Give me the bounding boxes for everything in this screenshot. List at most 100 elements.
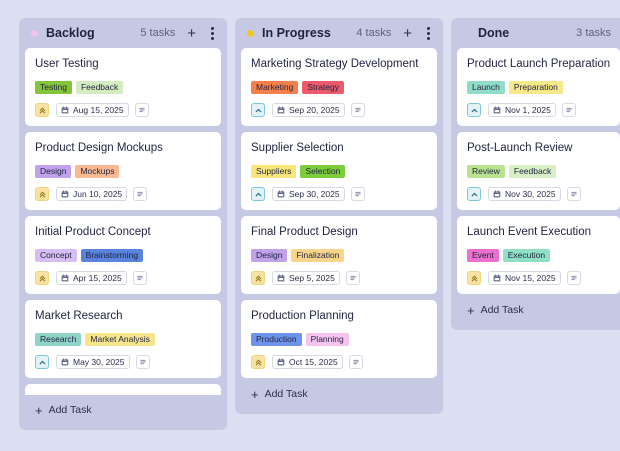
- tag-badge: Execution: [502, 249, 551, 262]
- due-date-text: Sep 20, 2025: [289, 105, 340, 115]
- calendar-icon: [277, 274, 285, 282]
- more-options-icon[interactable]: [423, 26, 433, 40]
- task-meta: Sep 5, 2025: [251, 270, 427, 286]
- due-date-text: Oct 15, 2025: [289, 357, 338, 367]
- due-date[interactable]: Sep 20, 2025: [272, 103, 345, 117]
- calendar-icon: [493, 274, 501, 282]
- add-icon[interactable]: +: [187, 24, 196, 42]
- tag-badge: Suppliers: [251, 165, 297, 178]
- add-task-button[interactable]: + Add Task: [457, 300, 620, 320]
- due-date[interactable]: Nov 1, 2025: [488, 103, 556, 117]
- task-card[interactable]: Production Planning Production Planning Oct…: [241, 300, 437, 378]
- task-card[interactable]: Initial Product Concept Concept Brainstorm…: [25, 216, 221, 294]
- task-card[interactable]: User Testing Testing Feedback Aug 15, 2025: [25, 48, 221, 126]
- notes-icon[interactable]: [350, 103, 365, 117]
- task-meta: Oct 15, 2025: [251, 354, 427, 370]
- task-meta: Jun 10, 2025: [35, 186, 211, 202]
- tag-list: Launch Preparation: [467, 81, 610, 94]
- due-date[interactable]: Oct 15, 2025: [272, 355, 343, 369]
- chevron-up-icon[interactable]: [251, 103, 265, 117]
- due-date[interactable]: May 30, 2025: [56, 355, 130, 369]
- tag-badge: Research: [35, 333, 82, 346]
- chevron-up-icon[interactable]: [251, 187, 265, 201]
- notes-icon[interactable]: [566, 187, 581, 201]
- tag-list: Production Planning: [251, 333, 427, 346]
- task-title: Launch Event Execution: [467, 226, 592, 238]
- notes-icon[interactable]: [133, 187, 148, 201]
- chevron-up-icon[interactable]: [467, 187, 481, 201]
- add-task-button[interactable]: + Add Task: [241, 384, 437, 404]
- double-chevron-up-icon[interactable]: [35, 187, 49, 201]
- add-task-label: Add Task: [264, 388, 308, 400]
- column-header: Done 3 tasks: [451, 18, 620, 48]
- tag-list: Marketing Strategy: [251, 81, 427, 94]
- due-date-text: Nov 1, 2025: [505, 105, 551, 115]
- task-title: Marketing Strategy Development: [251, 58, 419, 70]
- due-date[interactable]: Aug 15, 2025: [56, 103, 129, 117]
- double-chevron-up-icon[interactable]: [251, 355, 265, 369]
- due-date-text: Aug 15, 2025: [73, 105, 124, 115]
- task-card-partial[interactable]: [25, 384, 221, 395]
- task-card[interactable]: Market Research Research Market Analysis Ma…: [25, 300, 221, 378]
- chevron-up-icon[interactable]: [35, 355, 49, 369]
- double-chevron-up-icon[interactable]: [35, 103, 49, 117]
- column-in-progress: In Progress 4 tasks + Marketing Strategy…: [235, 18, 443, 414]
- double-chevron-up-icon[interactable]: [251, 271, 265, 285]
- column-task-count: 4 tasks: [356, 27, 392, 39]
- add-task-button[interactable]: + Add Task: [25, 400, 221, 420]
- double-chevron-up-icon[interactable]: [35, 271, 49, 285]
- task-card[interactable]: Product Design Mockups Design Mockups Jun 1…: [25, 132, 221, 210]
- due-date[interactable]: Nov 15, 2025: [488, 271, 561, 285]
- task-card[interactable]: Final Product Design Design Finalization Se…: [241, 216, 437, 294]
- notes-icon[interactable]: [134, 103, 149, 117]
- due-date[interactable]: Sep 30, 2025: [272, 187, 345, 201]
- tag-badge: Mockups: [75, 165, 120, 178]
- task-meta: Nov 15, 2025: [467, 270, 610, 286]
- notes-icon[interactable]: [132, 271, 147, 285]
- tag-badge: Finalization: [291, 249, 345, 262]
- tag-list: Testing Feedback: [35, 81, 211, 94]
- task-title: Supplier Selection: [251, 142, 344, 154]
- column-color-dot-icon: [247, 29, 254, 37]
- tag-badge: Review: [467, 165, 505, 178]
- task-card[interactable]: Marketing Strategy Development Marketing S…: [241, 48, 437, 126]
- tag-badge: Feedback: [75, 81, 124, 94]
- notes-icon[interactable]: [561, 103, 576, 117]
- column-backlog: Backlog 5 tasks + User Testing Testing Fee…: [19, 18, 227, 430]
- notes-icon[interactable]: [348, 355, 363, 369]
- chevron-up-icon[interactable]: [467, 103, 481, 117]
- tag-list: Suppliers Selection: [251, 165, 427, 178]
- notes-icon[interactable]: [135, 355, 150, 369]
- tag-list: Design Finalization: [251, 249, 427, 262]
- task-meta: Aug 15, 2025: [35, 102, 211, 118]
- double-chevron-up-icon[interactable]: [467, 271, 481, 285]
- notes-icon[interactable]: [350, 187, 365, 201]
- task-meta: Sep 20, 2025: [251, 102, 427, 118]
- task-card[interactable]: Post-Launch Review Review Feedback Nov 30, …: [457, 132, 620, 210]
- task-title: User Testing: [35, 58, 99, 70]
- notes-icon[interactable]: [345, 271, 360, 285]
- tag-badge: Market Analysis: [85, 333, 155, 346]
- plus-icon: +: [467, 302, 475, 318]
- column-color-dot-icon: [463, 29, 470, 37]
- tag-badge: Marketing: [251, 81, 299, 94]
- calendar-icon: [493, 106, 501, 114]
- plus-icon: +: [35, 402, 43, 418]
- card-list: Marketing Strategy Development Marketing S…: [235, 48, 443, 404]
- calendar-icon: [61, 358, 69, 366]
- notes-icon[interactable]: [566, 271, 581, 285]
- task-card[interactable]: Product Launch Preparation Launch Preparat…: [457, 48, 620, 126]
- tag-badge: Brainstorming: [80, 249, 144, 262]
- task-card[interactable]: Supplier Selection Suppliers Selection Sep …: [241, 132, 437, 210]
- more-options-icon[interactable]: [207, 26, 217, 40]
- due-date[interactable]: Nov 30, 2025: [488, 187, 561, 201]
- due-date[interactable]: Jun 10, 2025: [56, 187, 128, 201]
- task-title: Initial Product Concept: [35, 226, 151, 238]
- due-date[interactable]: Apr 15, 2025: [56, 271, 127, 285]
- due-date-text: Nov 30, 2025: [505, 189, 556, 199]
- task-card[interactable]: Launch Event Execution Event Execution Nov …: [457, 216, 620, 294]
- tag-list: Review Feedback: [467, 165, 610, 178]
- tag-badge: Design: [251, 249, 288, 262]
- add-icon[interactable]: +: [403, 24, 412, 42]
- due-date[interactable]: Sep 5, 2025: [272, 271, 340, 285]
